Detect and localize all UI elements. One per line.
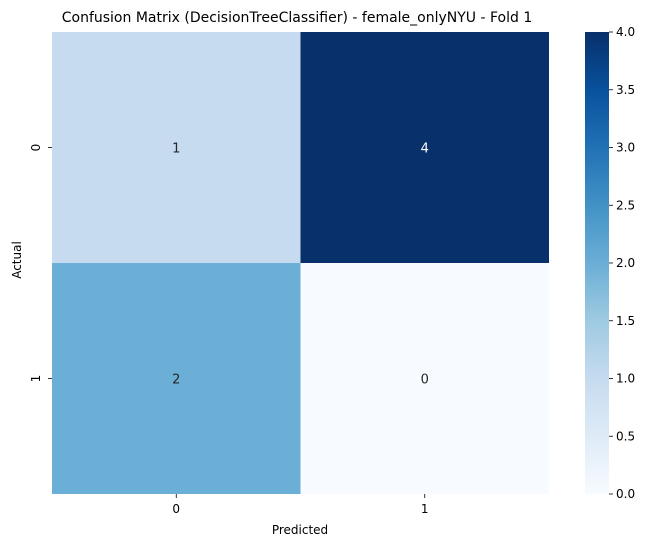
heatmap-cell-value-1-0: 2 xyxy=(172,373,180,388)
heatmap-cell-value-0-1: 4 xyxy=(421,142,429,157)
colorbar-tick-label-0: 0.0 xyxy=(616,487,635,501)
colorbar-tick-label-1: 0.5 xyxy=(616,429,635,443)
x-axis-label: Predicted xyxy=(272,523,328,537)
heatmap-cell-1-1 xyxy=(300,263,549,494)
y-tick-label-1: 1 xyxy=(29,375,43,383)
heatmap-cell-0-0 xyxy=(52,32,301,263)
colorbar-tick-label-8: 4.0 xyxy=(616,25,635,39)
heatmap-cell-labels: 1 4 2 0 xyxy=(172,142,429,388)
chart-title: Confusion Matrix (DecisionTreeClassifier… xyxy=(62,10,533,26)
heatmap-cell-value-0-0: 1 xyxy=(172,142,180,157)
x-tick-label-0: 0 xyxy=(172,502,180,516)
colorbar-ticks: 0.0 0.5 1.0 1.5 2.0 2.5 3.0 3.5 4.0 xyxy=(609,25,635,501)
colorbar-tick-label-2: 1.0 xyxy=(616,372,635,386)
colorbar-tick-label-6: 3.0 xyxy=(616,141,635,155)
heatmap-cells xyxy=(52,32,549,494)
heatmap-cell-1-0 xyxy=(52,263,301,494)
y-axis-ticks: 01 xyxy=(29,144,52,383)
y-tick-label-0: 0 xyxy=(29,144,43,152)
colorbar-tick-label-7: 3.5 xyxy=(616,83,635,97)
heatmap-cell-0-1 xyxy=(300,32,549,263)
heatmap-cell-value-1-1: 0 xyxy=(421,373,429,388)
colorbar-tick-label-5: 2.5 xyxy=(616,198,635,212)
colorbar-tick-label-3: 1.5 xyxy=(616,314,635,328)
colorbar-tick-label-4: 2.0 xyxy=(616,256,635,270)
y-axis-label: Actual xyxy=(10,241,24,279)
x-tick-label-1: 1 xyxy=(421,502,429,516)
colorbar xyxy=(585,32,609,494)
